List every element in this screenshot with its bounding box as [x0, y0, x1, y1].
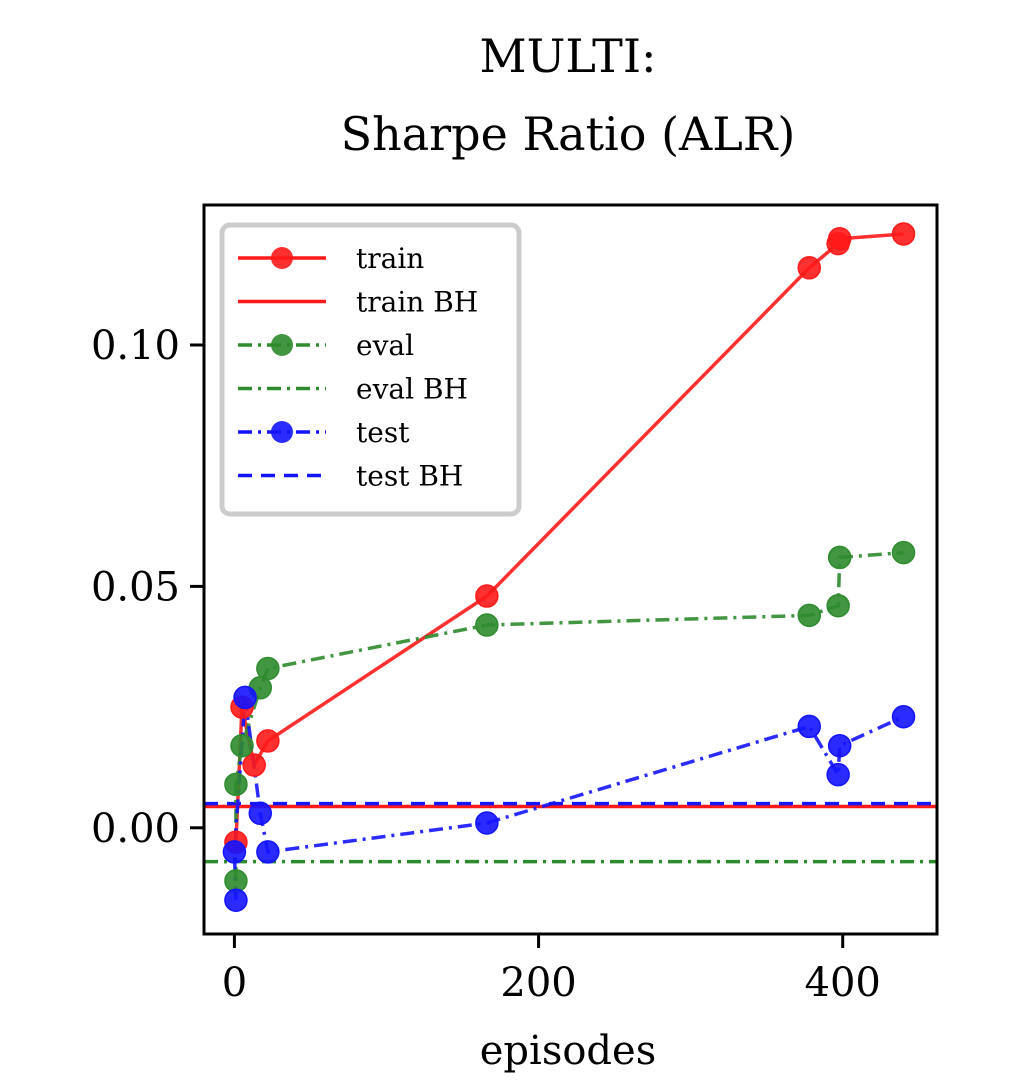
x-axis-label: episodes [480, 1028, 656, 1074]
test-point [797, 714, 822, 739]
eval-point [256, 656, 280, 681]
test-point [222, 840, 247, 864]
legend: train train BH eval eval BH test test BH [219, 222, 522, 517]
eval-point [827, 545, 852, 570]
test-point [233, 685, 257, 710]
train-point [475, 584, 499, 608]
y-axis: 0.00 0.05 0.10 [91, 323, 204, 852]
test-point [891, 704, 916, 729]
eval-point [891, 540, 916, 565]
legend-train-label: train [356, 242, 424, 275]
x-tick-label: 0 [222, 960, 247, 1006]
test-point [224, 888, 248, 912]
plot-frame [202, 203, 939, 936]
train-point [827, 227, 852, 251]
legend-box [219, 222, 522, 517]
y-tick-label: 0.00 [91, 806, 180, 852]
test-point [826, 762, 850, 787]
test-point [475, 811, 499, 835]
legend-test-marker [271, 421, 293, 443]
x-tick-label: 400 [805, 960, 881, 1006]
legend-eval-bh-label: eval BH [356, 373, 468, 406]
eval-point [797, 603, 822, 628]
chart-subtitle: Sharpe Ratio (ALR) [341, 107, 796, 161]
legend-train-marker [271, 247, 293, 269]
eval-series-line [234, 550, 904, 881]
y-tick-label: 0.05 [91, 564, 180, 610]
test-point [256, 840, 280, 864]
series-markers [222, 222, 916, 912]
x-axis: 0 200 400 [222, 934, 881, 1006]
train-point [256, 729, 280, 753]
eval-point [475, 613, 499, 637]
test-point [827, 733, 852, 758]
legend-test-bh-label: test BH [356, 460, 463, 493]
eval-point [826, 593, 850, 618]
y-tick-label: 0.10 [91, 323, 180, 369]
train-point [242, 753, 266, 777]
legend-eval-label: eval [356, 329, 414, 362]
train-point [797, 256, 822, 280]
eval-point [224, 772, 248, 797]
eval-point [230, 733, 254, 758]
test-point [248, 801, 273, 826]
x-tick-label: 200 [500, 960, 576, 1006]
legend-eval-marker [271, 334, 293, 356]
legend-test-label: test [356, 416, 410, 449]
legend-train-bh-label: train BH [356, 286, 478, 319]
chart-title: MULTI: [479, 29, 656, 83]
train-point [891, 222, 916, 246]
bh-lines [204, 801, 937, 864]
